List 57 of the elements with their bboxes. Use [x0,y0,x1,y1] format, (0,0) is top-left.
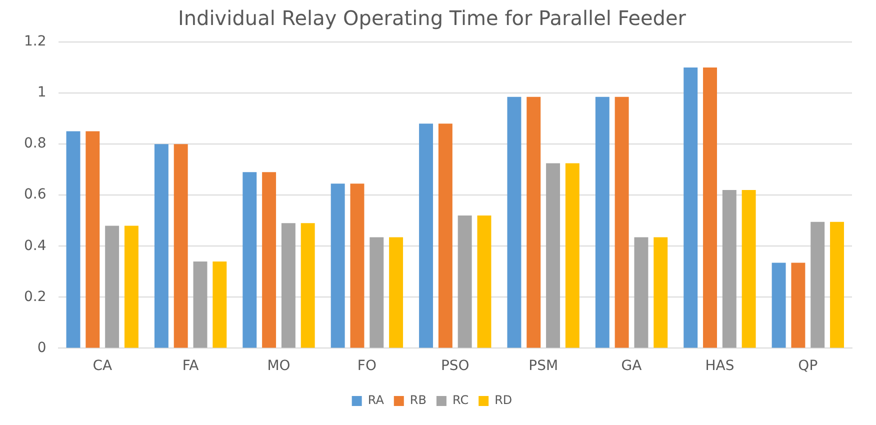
legend-label: RB [410,393,426,408]
bar [742,190,756,348]
x-tick-label: FA [182,358,200,374]
bar [438,124,452,348]
bar [370,237,384,348]
bar [419,124,434,348]
bar [546,163,560,348]
bar [124,226,138,348]
bar [654,237,668,348]
x-tick-label: HAS [705,358,734,374]
bar [595,96,610,348]
bar [684,68,698,348]
y-tick-label: 1 [37,84,46,101]
bar [86,131,100,348]
bar [389,237,404,348]
x-tick-label: FO [357,358,376,374]
y-tick-label: 1.2 [24,34,46,50]
bar [703,68,717,348]
bar [154,144,168,348]
bar [174,144,188,348]
bar [458,216,472,348]
bar [772,262,786,348]
bar [105,226,120,348]
x-tick-label: PSM [528,358,558,374]
bar [66,131,80,348]
y-tick-label: 0.2 [24,288,46,305]
bar [193,261,208,348]
legend-label: RA [368,393,385,408]
x-tick-label: CA [92,358,112,374]
bar [722,190,736,348]
chart-title: Individual Relay Operating Time for Parallel Feeder [178,6,687,30]
bar [281,223,296,348]
bar [810,222,825,348]
y-tick-label: 0.8 [24,136,46,152]
bar [614,96,629,348]
y-tick-label: 0.4 [24,238,46,254]
bar [830,222,844,348]
legend-label: RD [494,393,512,408]
bar [565,163,580,348]
bar [242,172,257,348]
bar [330,184,345,348]
bar [477,216,492,348]
x-tick-label: MO [267,358,290,374]
bar [791,262,806,348]
bar [262,172,276,348]
x-tick-label: PSO [440,358,470,374]
bar [634,237,648,348]
x-tick-label: GA [621,358,642,374]
y-tick-label: 0.6 [24,186,46,203]
bar [526,96,541,348]
bar [300,223,315,348]
bar [507,96,522,348]
y-tick-label: 0 [37,340,46,356]
x-tick-label: QP [798,358,818,374]
bar [212,261,227,348]
legend-label: RC [452,393,469,408]
bar [350,184,364,348]
